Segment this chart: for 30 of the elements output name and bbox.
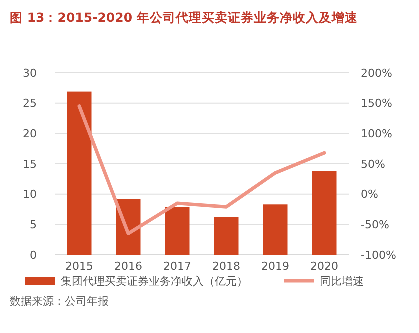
y2-tick-label: 150% [361,97,392,110]
y2-tick-label: -50% [361,218,390,232]
y2-tick-label: 50% [361,158,386,171]
bar [263,204,288,255]
x-tick-label: 2015 [66,260,94,273]
bar [312,171,337,255]
chart-title: 图 13：2015-2020 年公司代理买卖证券业务净收入及增速 [10,10,359,25]
source-note: 数据来源：公司年报 [10,295,109,308]
y-tick-label: 0 [30,248,37,262]
y-tick-label: 20 [23,128,37,141]
x-tick-label: 2018 [212,260,240,273]
bar [67,92,92,255]
y-tick-label: 30 [23,66,37,80]
y2-tick-label: 200% [361,66,392,80]
y-tick-label: 10 [23,188,37,202]
x-tick-label: 2017 [164,260,192,273]
legend-label: 同比增速 [320,274,364,288]
y-tick-label: 5 [30,218,37,232]
line-series [78,104,326,236]
legend-label: 集团代理买卖证券业务净收入（亿元） [61,274,248,288]
y-tick-label: 25 [23,97,37,110]
x-tick-label: 2019 [262,260,290,273]
y2-tick-label: -100% [361,248,396,262]
y2-tick-label: 100% [361,128,392,141]
x-tick-label: 2020 [310,260,338,273]
bar [214,217,239,255]
x-tick-label: 2016 [114,260,142,273]
y-tick-label: 15 [23,158,37,171]
bar [165,207,190,255]
y2-tick-label: 0% [361,188,378,202]
